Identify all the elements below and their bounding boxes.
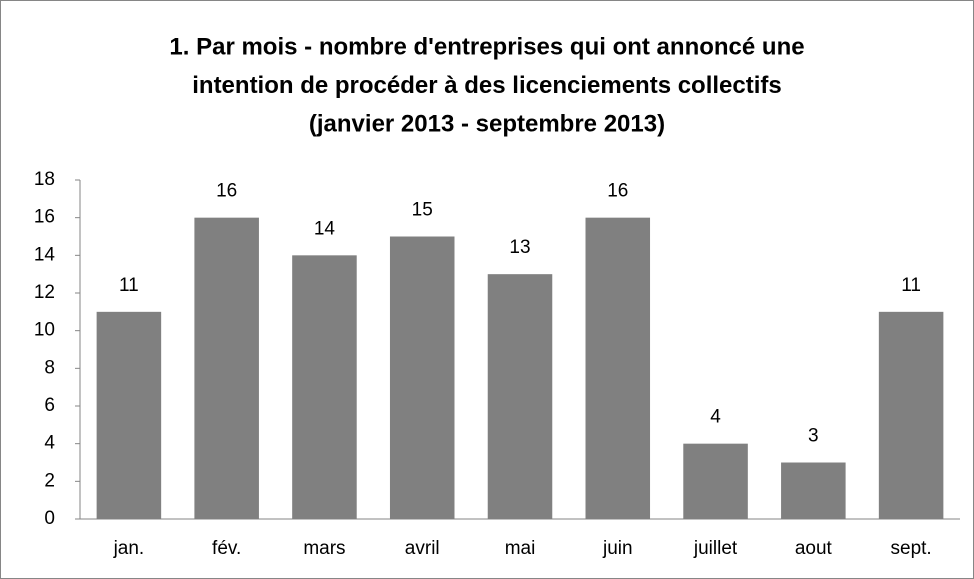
data-label: 11 bbox=[119, 275, 139, 296]
data-label: 11 bbox=[901, 275, 921, 296]
data-label: 3 bbox=[808, 426, 819, 447]
x-tick-label: aout bbox=[795, 538, 833, 559]
chart-title: (janvier 2013 - septembre 2013) bbox=[309, 110, 665, 137]
x-tick-label: mai bbox=[505, 538, 536, 559]
bar bbox=[194, 217, 259, 519]
chart-title: intention de procéder à des licenciement… bbox=[192, 72, 782, 99]
y-tick-label: 8 bbox=[44, 357, 55, 378]
bar bbox=[487, 274, 553, 519]
x-tick-label: sept. bbox=[891, 538, 932, 559]
x-tick-label: jan. bbox=[113, 538, 145, 559]
y-tick-label: 4 bbox=[44, 433, 55, 454]
y-tick-label: 14 bbox=[34, 244, 56, 265]
y-tick-label: 6 bbox=[44, 395, 55, 416]
y-tick-label: 2 bbox=[44, 470, 55, 491]
x-tick-label: juillet bbox=[693, 538, 738, 559]
x-tick-label: mars bbox=[303, 538, 345, 559]
bar bbox=[683, 443, 748, 519]
y-tick-label: 12 bbox=[34, 282, 55, 303]
data-label: 14 bbox=[314, 218, 336, 239]
y-tick-label: 18 bbox=[34, 169, 55, 190]
data-label: 4 bbox=[710, 407, 721, 428]
bar bbox=[878, 311, 944, 519]
data-label: 16 bbox=[216, 181, 237, 202]
x-tick-label: fév. bbox=[212, 538, 241, 559]
x-tick-label: avril bbox=[405, 538, 440, 559]
bar bbox=[96, 311, 162, 519]
data-label: 13 bbox=[509, 237, 530, 258]
bar bbox=[389, 236, 455, 519]
bar bbox=[585, 217, 651, 519]
y-tick-label: 10 bbox=[34, 320, 55, 341]
bar bbox=[292, 255, 357, 520]
y-tick-label: 0 bbox=[44, 508, 55, 529]
x-tick-label: juin bbox=[602, 538, 633, 559]
chart-title: 1. Par mois - nombre d'entreprises qui o… bbox=[169, 33, 804, 60]
data-label: 15 bbox=[412, 200, 433, 221]
data-label: 16 bbox=[607, 181, 628, 202]
bar bbox=[781, 462, 846, 519]
y-tick-label: 16 bbox=[34, 207, 55, 228]
